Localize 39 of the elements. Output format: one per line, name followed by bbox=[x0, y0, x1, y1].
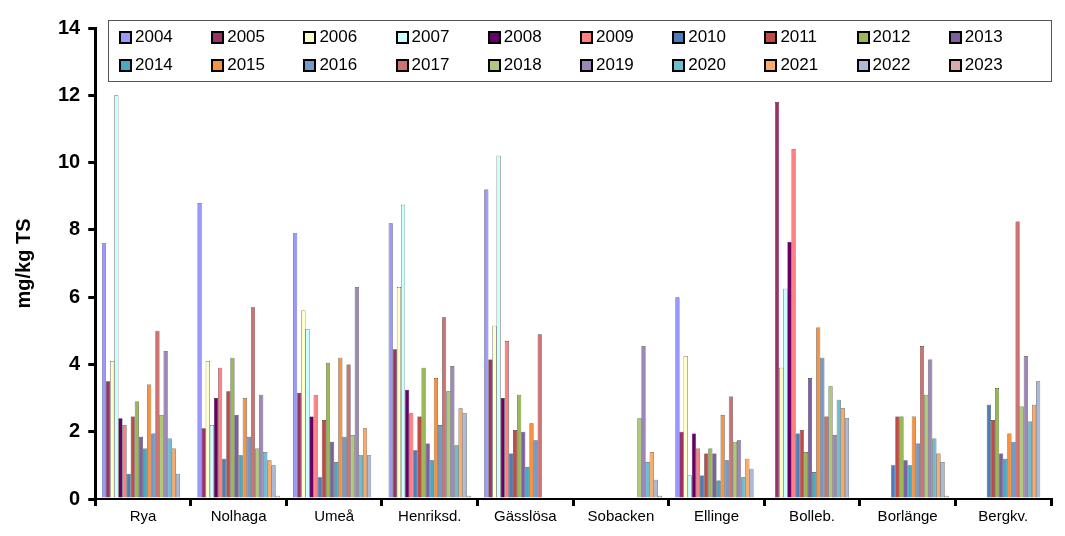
legend-label: 2015 bbox=[227, 55, 266, 75]
x-tick-label: Sobacken bbox=[587, 507, 655, 525]
legend-label: 2006 bbox=[319, 27, 358, 47]
x-tick-label: Gässlösa bbox=[494, 507, 558, 525]
legend-label: 2023 bbox=[964, 55, 1003, 75]
legend-label: 2009 bbox=[595, 27, 634, 47]
legend-label: 2012 bbox=[872, 27, 911, 47]
x-tick-label: Rya bbox=[129, 507, 158, 525]
x-tick-label: Bolleb. bbox=[789, 507, 835, 525]
legend-label: 2014 bbox=[135, 55, 173, 75]
legend-label: 2008 bbox=[503, 27, 542, 47]
legend-label: 2016 bbox=[319, 55, 358, 75]
y-tick-label: 14 bbox=[58, 15, 82, 38]
y-tick-label: 8 bbox=[69, 217, 81, 240]
legend-label: 2020 bbox=[688, 55, 727, 75]
legend-label: 2021 bbox=[780, 55, 819, 75]
x-tick-label: Umeå bbox=[314, 507, 355, 525]
x-tick-label: Bergkv. bbox=[978, 507, 1029, 525]
legend-label: 2010 bbox=[688, 27, 727, 47]
legend-label: 2013 bbox=[964, 27, 1003, 47]
y-axis-title: mg/kg TS bbox=[11, 218, 34, 309]
x-tick-label: Borlänge bbox=[877, 507, 938, 525]
legend-label: 2007 bbox=[411, 27, 450, 47]
legend-label: 2022 bbox=[872, 55, 911, 75]
y-tick-label: 0 bbox=[69, 486, 81, 509]
x-tick-label: Henriksd. bbox=[398, 507, 462, 525]
x-tick-label: Ellinge bbox=[693, 507, 739, 525]
legend-label: 2004 bbox=[135, 27, 173, 47]
y-tick-label: 4 bbox=[69, 351, 82, 374]
legend-label: 2011 bbox=[780, 27, 817, 47]
x-tick-label: Nolhaga bbox=[210, 507, 268, 525]
legend-label: 2019 bbox=[595, 55, 634, 75]
y-tick-label: 6 bbox=[69, 284, 81, 307]
y-tick-label: 2 bbox=[69, 419, 81, 442]
y-tick-label: 10 bbox=[58, 150, 81, 173]
legend-label: 2018 bbox=[503, 55, 542, 75]
legend-label: 2017 bbox=[411, 55, 450, 75]
y-tick-label: 12 bbox=[58, 82, 81, 105]
legend-label: 2005 bbox=[227, 27, 266, 47]
